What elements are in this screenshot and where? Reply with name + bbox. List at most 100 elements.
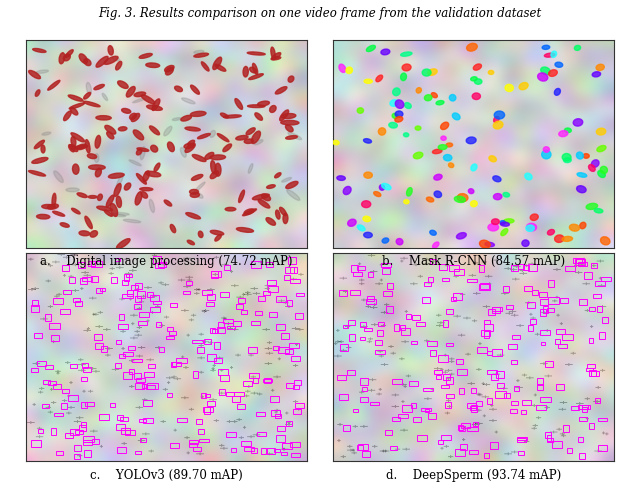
Ellipse shape [71,145,88,149]
Bar [575,259,585,264]
Ellipse shape [257,101,269,106]
Bar [263,291,270,295]
Bar [369,402,379,405]
Ellipse shape [83,101,100,107]
Bar [296,293,303,297]
Bar [83,440,92,445]
Bar [518,451,524,455]
Bar [260,448,266,454]
Ellipse shape [488,224,499,231]
Ellipse shape [468,188,474,193]
Bar [461,423,470,428]
Bar [127,290,133,296]
Ellipse shape [374,191,381,196]
Bar [430,350,436,357]
Bar [375,350,385,354]
Ellipse shape [519,82,528,90]
Ellipse shape [250,67,257,73]
Ellipse shape [90,231,97,237]
Bar [295,313,303,319]
Bar [578,405,588,409]
Ellipse shape [223,144,232,152]
Bar [415,322,426,326]
Bar [99,414,109,420]
Ellipse shape [583,154,589,158]
Ellipse shape [139,54,152,59]
Bar [125,274,132,277]
Ellipse shape [262,194,271,201]
Ellipse shape [526,225,534,232]
Bar [167,393,172,397]
Bar [291,442,300,447]
Bar [139,312,149,317]
Bar [573,257,584,263]
Bar [357,265,365,270]
Ellipse shape [493,121,503,129]
Bar [241,310,247,314]
Bar [493,307,500,313]
Ellipse shape [236,135,248,140]
Bar [276,435,285,442]
Ellipse shape [271,57,281,60]
Ellipse shape [198,133,211,139]
Bar [136,378,145,382]
Ellipse shape [454,196,465,202]
Bar [357,445,363,450]
Bar [481,329,490,336]
Ellipse shape [95,135,100,148]
Bar [589,423,595,429]
Bar [271,410,280,416]
Bar [460,444,467,450]
Bar [198,430,204,434]
Bar [264,378,271,383]
Ellipse shape [577,152,583,159]
Bar [483,324,493,331]
Bar [492,308,502,311]
Bar [353,272,362,276]
Ellipse shape [562,153,571,161]
Ellipse shape [126,86,135,97]
Bar [591,263,596,268]
Bar [61,403,67,409]
Bar [291,356,300,361]
Ellipse shape [580,222,586,229]
Bar [225,392,234,396]
Ellipse shape [107,132,114,139]
Bar [166,335,174,339]
Bar [259,296,265,301]
Bar [601,277,611,281]
Bar [434,371,442,374]
Ellipse shape [456,233,467,239]
Bar [282,443,292,449]
Ellipse shape [285,125,293,132]
Bar [45,314,51,321]
Bar [401,328,410,335]
Bar [579,453,584,459]
Ellipse shape [527,223,536,231]
Bar [207,303,214,306]
Ellipse shape [600,237,610,245]
Ellipse shape [591,160,599,167]
Bar [241,441,251,446]
Ellipse shape [488,70,494,74]
Ellipse shape [554,88,561,95]
Ellipse shape [122,109,131,113]
Bar [540,397,551,402]
Ellipse shape [255,113,262,120]
Ellipse shape [70,108,78,115]
Bar [547,309,554,312]
Ellipse shape [275,173,281,178]
Bar [524,286,532,291]
Bar [91,261,102,267]
Bar [70,429,79,435]
Ellipse shape [382,238,388,243]
Ellipse shape [140,187,153,191]
Bar [409,381,417,386]
Ellipse shape [48,80,60,90]
Ellipse shape [188,240,195,245]
Bar [459,388,464,393]
Bar [86,402,94,406]
Ellipse shape [63,54,70,61]
Ellipse shape [376,75,383,82]
Ellipse shape [69,103,84,109]
